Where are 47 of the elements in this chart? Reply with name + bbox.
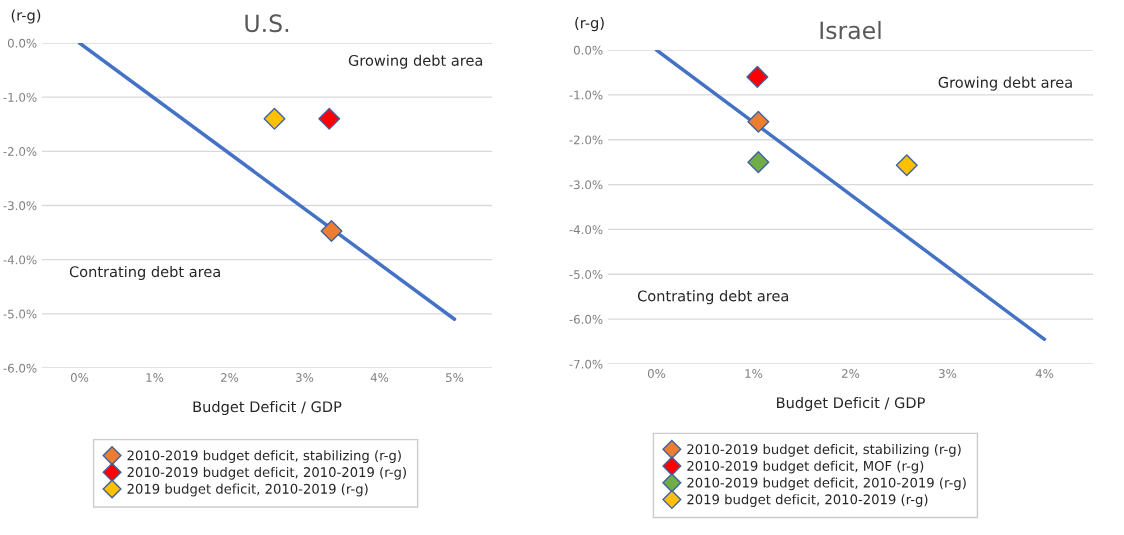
y-tick-label: -5.0% (569, 270, 603, 279)
y-tick-label: -2.0% (3, 147, 37, 156)
legend-label: 2019 budget deficit, 2010-2019 (r-g) (127, 483, 368, 497)
legend-label: 2019 budget deficit, 2010-2019 (r-g) (687, 494, 928, 507)
annotation: Growing debt area (348, 54, 483, 69)
x-tick-label: 3% (939, 369, 957, 378)
x-tick-label: 0% (70, 373, 89, 382)
x-tick-label: 4% (1035, 369, 1054, 378)
y-tick-label: -3.0% (569, 180, 603, 190)
legend-label: 2010-2019 budget deficit, MOF (r-g) (687, 460, 924, 474)
y-tick-label: -4.0% (569, 225, 603, 235)
y-tick-label: -3.0% (3, 201, 37, 211)
y-tick-label: -5.0% (3, 309, 37, 319)
x-axis-title: Budget Deficit / GDP (777, 396, 925, 412)
x-axis-title: Budget Deficit / GDP (193, 400, 342, 416)
legend-label: 2010-2019 budget deficit, stabilizing (r-g) (127, 450, 401, 463)
legend-label: 2010-2019 budget deficit, 2010-2019 (r-g) (127, 466, 406, 480)
y-tick-label: -6.0% (3, 363, 37, 373)
x-tick-label: 2% (221, 373, 239, 382)
x-tick-label: 1% (146, 373, 164, 382)
y-axis-title: (r-g) (11, 9, 41, 24)
chart-title: U.S. (245, 14, 289, 33)
y-tick-label: -7.0% (569, 359, 603, 369)
y-tick-label: 0.0% (573, 45, 603, 55)
x-tick-label: 1% (745, 369, 763, 378)
x-tick-label: 3% (296, 373, 314, 382)
chart-title: Israel (820, 20, 881, 40)
legend-label: 2010-2019 budget deficit, stabilizing (r-g) (687, 443, 961, 457)
annotation: Contrating debt area (69, 265, 220, 281)
point (895, 154, 918, 177)
x-tick-label: 4% (370, 373, 389, 382)
annotation: Contrating debt area (637, 290, 789, 305)
y-axis-title: (r-g) (575, 17, 604, 32)
point (747, 151, 770, 174)
y-tick-label: -4.0% (3, 255, 37, 265)
y-tick-label: -1.0% (3, 92, 37, 102)
y-tick-label: -6.0% (569, 314, 603, 324)
annotation: Growing debt area (938, 76, 1072, 91)
legend-label: 2010-2019 budget deficit, 2010-2019 (r-g) (687, 477, 966, 491)
x-tick-label: 0% (647, 369, 666, 378)
y-tick-label: -1.0% (569, 90, 603, 100)
x-tick-label: 5% (446, 373, 464, 382)
x-tick-label: 2% (842, 369, 860, 378)
point (746, 65, 769, 88)
y-tick-label: 0.0% (7, 38, 37, 48)
y-tick-label: -2.0% (569, 135, 603, 145)
point (747, 110, 770, 133)
